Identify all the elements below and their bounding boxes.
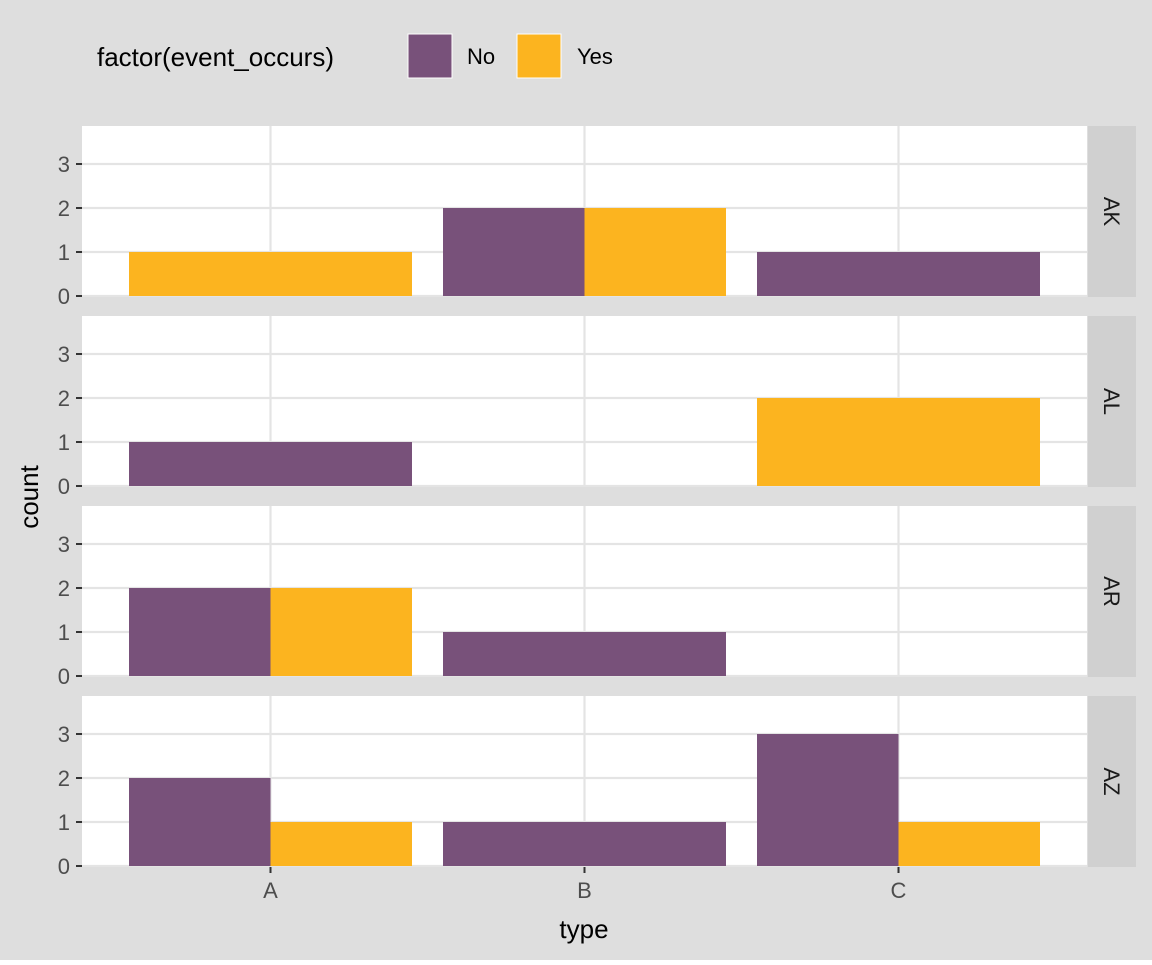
bar-ar-a-yes: [270, 588, 412, 676]
y-tick-label: 3: [58, 342, 70, 367]
bar-az-b-no: [443, 822, 726, 866]
y-tick-label: 0: [58, 474, 70, 499]
y-tick-label: 1: [58, 430, 70, 455]
x-tick-label: B: [577, 878, 592, 903]
legend-key-yes: [516, 33, 562, 79]
y-tick-label: 0: [58, 284, 70, 309]
x-tick-label: A: [263, 878, 278, 903]
y-tick-label: 2: [58, 386, 70, 411]
facet-panel-ak: 0 1 2 3 AK: [58, 126, 1136, 309]
facet-panel-al: 0 1 2 3 AL: [58, 316, 1136, 499]
y-tick-label: 3: [58, 532, 70, 557]
legend-label-yes: Yes: [577, 44, 613, 69]
facet-strip: [1088, 696, 1136, 867]
legend: factor(event_occurs) No Yes: [97, 33, 613, 79]
y-tick-label: 1: [58, 240, 70, 265]
bar-az-a-yes: [270, 822, 412, 866]
y-tick-label: 3: [58, 152, 70, 177]
y-tick-label: 1: [58, 620, 70, 645]
legend-title: factor(event_occurs): [97, 42, 334, 72]
y-tick-label: 0: [58, 854, 70, 879]
y-axis-title: count: [14, 464, 44, 528]
bar-ak-b-yes: [584, 208, 726, 296]
facet-strip: [1088, 506, 1136, 677]
y-tick-label: 3: [58, 722, 70, 747]
facet-strip-label: AL: [1099, 388, 1124, 415]
y-tick-label: 2: [58, 766, 70, 791]
bar-ak-a-yes: [129, 252, 412, 296]
bar-az-a-no: [129, 778, 271, 866]
y-tick-label: 1: [58, 810, 70, 835]
facet-strip: [1088, 126, 1136, 297]
y-tick-label: 2: [58, 196, 70, 221]
facet-strip-label: AR: [1099, 576, 1124, 607]
facet-panels: 0 1 2 3 AK 0 1 2 3 AL 0 1 2 3 AR 0 1 2 3 AZ: [58, 126, 1136, 879]
facet-strip: [1088, 316, 1136, 487]
facet-strip-label: AK: [1099, 197, 1124, 227]
legend-key-no: [407, 33, 453, 79]
facet-panel-ar: 0 1 2 3 AR: [58, 506, 1136, 689]
bar-az-c-no: [757, 734, 899, 866]
facet-panel-az: 0 1 2 3 AZ: [58, 696, 1136, 879]
y-tick-label: 0: [58, 664, 70, 689]
y-tick-label: 2: [58, 576, 70, 601]
x-axis-title: type: [559, 914, 608, 944]
bar-ak-c-no: [757, 252, 1040, 296]
facet-strip-label: AZ: [1099, 767, 1124, 795]
bar-ak-b-no: [443, 208, 585, 296]
bar-az-c-yes: [898, 822, 1040, 866]
bar-al-a-no: [129, 442, 412, 486]
bar-al-c-yes: [757, 398, 1040, 486]
x-axis: A B C: [263, 867, 907, 903]
bar-ar-b-no: [443, 632, 726, 676]
legend-label-no: No: [467, 44, 495, 69]
x-tick-label: C: [891, 878, 907, 903]
bar-ar-a-no: [129, 588, 271, 676]
